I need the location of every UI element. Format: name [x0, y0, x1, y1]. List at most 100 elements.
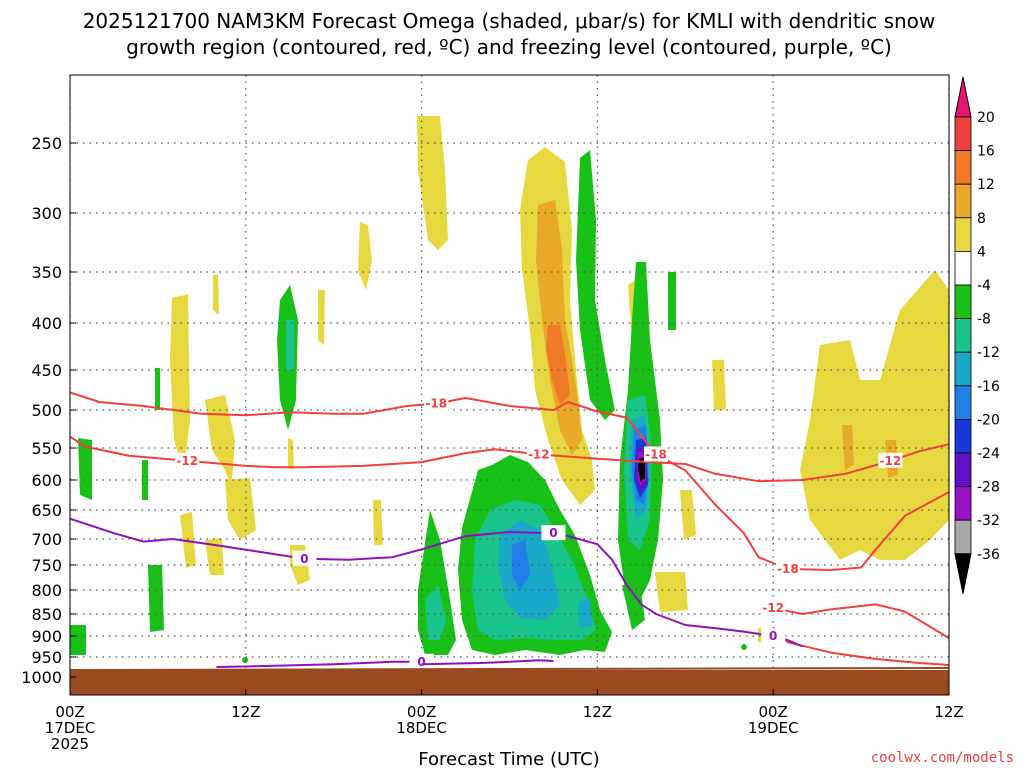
- contour-label-bg: [761, 600, 786, 616]
- contour-label-bg: [878, 452, 903, 468]
- x-tick-label: 00Z: [759, 703, 788, 721]
- colorbar-label: -16: [977, 379, 1000, 395]
- colorbar-swatch: [954, 418, 972, 454]
- chart-title-line-1: 2025121700 NAM3KM Forecast Omega (shaded…: [83, 9, 936, 33]
- colorbar-label: 8: [977, 211, 986, 227]
- y-tick-label: 950: [31, 648, 62, 667]
- contour-label-bg: [775, 561, 800, 576]
- contour-label: -12: [880, 454, 902, 468]
- x-tick-label: 12Z: [231, 703, 260, 721]
- y-tick-label: 650: [31, 501, 62, 520]
- colorbar-swatch: [954, 150, 972, 185]
- terrain-fill: [70, 670, 949, 695]
- omega-positive-region: [800, 270, 949, 560]
- contour-label: 0: [549, 526, 557, 540]
- omega-positive-region: [655, 572, 688, 612]
- omega-positive-region: [546, 325, 570, 405]
- contour-label-bg: [761, 628, 786, 643]
- colorbar-label: -36: [977, 547, 1000, 563]
- contour-label: 0: [769, 629, 777, 643]
- x-tick-label: 17DEC: [45, 719, 96, 737]
- colorbar-swatch: [954, 76, 972, 118]
- omega-positive-region: [170, 294, 190, 470]
- x-tick-label: 12Z: [934, 703, 963, 721]
- contour-label: 0: [300, 552, 308, 566]
- omega-positive-region: [842, 425, 854, 470]
- y-tick-label: 350: [31, 263, 62, 282]
- y-tick-label: 600: [31, 471, 62, 490]
- colorbar-swatch: [954, 553, 972, 594]
- colorbar-label: -8: [977, 312, 991, 328]
- y-tick-label: 550: [31, 439, 62, 458]
- contour-line: [773, 603, 949, 639]
- y-tick-label: 450: [31, 361, 62, 380]
- omega-negative-region: [638, 458, 645, 482]
- colorbar-label: -12: [977, 345, 1000, 361]
- colorbar-swatch: [954, 385, 972, 420]
- colorbar-label: -28: [977, 480, 1000, 496]
- y-tick-label: 250: [31, 134, 62, 153]
- y-tick-label: 700: [31, 530, 62, 549]
- colorbar-swatch: [954, 452, 972, 487]
- colorbar-label: -32: [977, 513, 1000, 529]
- colorbar-swatch: [954, 116, 972, 151]
- contour-line: [216, 660, 422, 668]
- contour-label: 0: [417, 655, 425, 669]
- x-tick-label: 12Z: [583, 703, 612, 721]
- contour-label-bg: [541, 525, 566, 541]
- x-axis-label: Forecast Time (UTC): [418, 749, 599, 768]
- omega-positive-region: [712, 360, 726, 410]
- colorbar-swatch: [954, 284, 972, 319]
- colorbar-swatch: [954, 351, 972, 387]
- plot-frame: [69, 74, 950, 696]
- omega-negative-region: [576, 150, 615, 420]
- y-axis: 250 300 350 400 450 500 550 600 650 700 750 800 850 9…: [21, 134, 76, 687]
- omega-shading: [70, 116, 949, 663]
- contour-label-bg: [175, 452, 200, 468]
- omega-negative-region: [70, 625, 86, 655]
- x-tick-label: 19DEC: [748, 719, 799, 737]
- colorbar-swatch: [954, 217, 972, 252]
- y-tick-label: 300: [31, 204, 62, 223]
- omega-negative-region: [78, 438, 92, 500]
- omega-positive-region: [358, 222, 372, 290]
- omega-negative-region: [242, 657, 248, 663]
- contour-label: -12: [176, 454, 198, 468]
- colorbar: 20 16 12 8 4 -4 -8 -12 -16 -20 -24 -28 -32 -36: [954, 76, 1000, 594]
- omega-positive-region: [680, 490, 696, 540]
- x-tick-label: 00Z: [55, 703, 84, 721]
- contour-line: [70, 391, 949, 571]
- contour-label: -12: [762, 601, 784, 615]
- omega-positive-region: [288, 438, 294, 470]
- y-tick-label: 500: [31, 401, 62, 420]
- x-tick-label: 00Z: [407, 703, 436, 721]
- colorbar-swatch: [954, 318, 972, 353]
- omega-positive-region: [373, 500, 383, 545]
- omega-negative-region: [512, 540, 530, 590]
- y-tick-label: 1000: [21, 668, 62, 687]
- y-tick-label: 900: [31, 627, 62, 646]
- contour-label: -18: [425, 397, 447, 411]
- y-tick-label: 750: [31, 556, 62, 575]
- contour-label: -18: [645, 447, 667, 461]
- colorbar-label: 16: [977, 144, 995, 160]
- omega-negative-region: [578, 598, 592, 628]
- contours: -12 -12 -12 -18 -18 -18 -12 0 0 0 0: [70, 391, 949, 669]
- contour-label-bg: [644, 446, 668, 462]
- omega-negative-region: [286, 320, 294, 370]
- omega-positive-region: [213, 275, 219, 315]
- contour-label: -12: [528, 447, 550, 461]
- omega-negative-region: [148, 565, 164, 632]
- omega-positive-region: [205, 395, 252, 520]
- omega-negative-region: [142, 460, 148, 500]
- chart-title-line-2: growth region (contoured, red, ºC) and f…: [126, 35, 892, 59]
- omega-positive-region: [225, 478, 256, 540]
- omega-negative-region: [155, 368, 160, 410]
- omega-positive-region: [180, 512, 196, 568]
- colorbar-swatch: [954, 183, 972, 219]
- colorbar-label: 4: [977, 244, 986, 260]
- contour-label: -18: [777, 562, 799, 576]
- y-tick-label: 850: [31, 605, 62, 624]
